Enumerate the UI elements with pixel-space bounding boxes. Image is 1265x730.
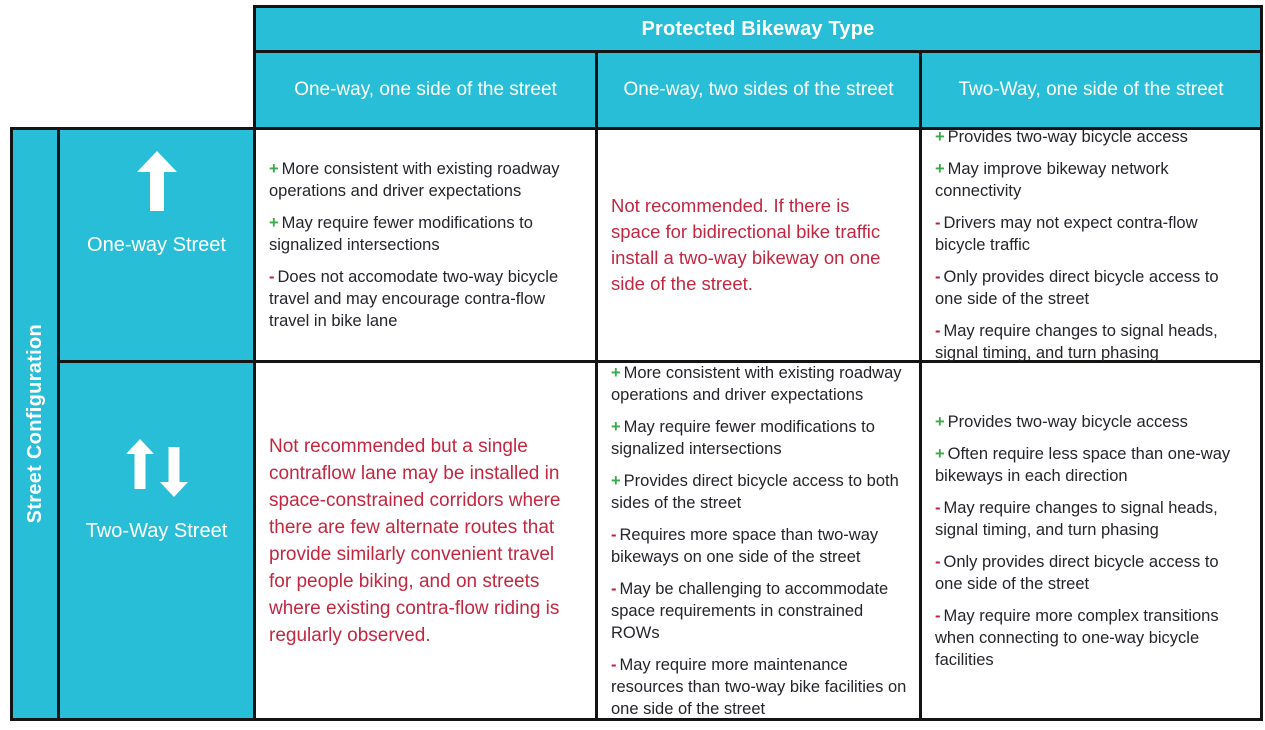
list-item: - May be challenging to accommodate space… xyxy=(611,578,909,644)
cell-two-way-street-two-way-one-side: + Provides two-way bicycle access + Often … xyxy=(922,363,1260,718)
item-sign: + xyxy=(935,160,945,178)
cell-one-way-street-one-way-two-sides: Not recommended. If there is space for b… xyxy=(598,130,919,360)
not-recommended-note: Not recommended but a single contraflow … xyxy=(269,435,561,646)
row-label: Two-Way Street xyxy=(85,520,228,542)
row-header-one-way-street: One-way Street xyxy=(60,130,253,360)
item-text: More consistent with existing roadway op… xyxy=(611,363,902,404)
row-header-two-way-street: Two-Way Street xyxy=(60,363,253,718)
list-item: - May require more maintenance resources … xyxy=(611,654,909,720)
list-item: + Provides two-way bicycle access xyxy=(935,126,1250,148)
item-text: May require more complex transitions whe… xyxy=(935,606,1219,669)
list-item: + May require fewer modifications to sign… xyxy=(269,212,585,256)
list-item: + May require fewer modifications to sign… xyxy=(611,416,909,460)
list-item: + Provides two-way bicycle access xyxy=(935,411,1250,433)
item-text: Only provides direct bicycle access to o… xyxy=(935,268,1219,308)
list-item: - Does not accomodate two-way bicycle tra… xyxy=(269,266,585,332)
table-header-block: Protected Bikeway Type One-way, one side… xyxy=(253,5,1263,127)
item-text: Only provides direct bicycle access to o… xyxy=(935,552,1219,593)
item-text: Often require less space than one-way bi… xyxy=(935,444,1231,485)
item-sign: - xyxy=(611,655,617,674)
item-sign: - xyxy=(935,268,941,286)
row-group-label: Street Configuration xyxy=(23,324,46,524)
item-text: May require fewer modifications to signa… xyxy=(611,417,875,458)
item-sign: - xyxy=(935,214,941,232)
list-item: - Only provides direct bicycle access to … xyxy=(935,266,1250,310)
item-text: Provides direct bicycle access to both s… xyxy=(611,471,899,512)
item-sign: + xyxy=(935,128,945,146)
item-text: Drivers may not expect contra-flow bicyc… xyxy=(935,214,1198,254)
item-sign: - xyxy=(935,322,941,340)
item-sign: - xyxy=(935,552,941,571)
item-sign: - xyxy=(611,525,617,544)
column-header-one-way-one-side: One-way, one side of the street xyxy=(256,53,595,127)
list-item: + Provides direct bicycle access to both … xyxy=(611,470,909,514)
cell-one-way-street-two-way-one-side: + Provides two-way bicycle access + May im… xyxy=(922,128,1260,362)
item-text: Provides two-way bicycle access xyxy=(947,128,1188,146)
cell-two-way-street-one-way-two-sides: + More consistent with existing roadway o… xyxy=(598,363,919,718)
item-sign: + xyxy=(269,160,279,178)
item-sign: + xyxy=(611,363,621,382)
column-header-two-way-one-side: Two-Way, one side of the street xyxy=(922,53,1260,127)
item-sign: + xyxy=(611,417,621,436)
list-item: - May require changes to signal heads, si… xyxy=(935,497,1250,541)
column-header-one-way-two-sides: One-way, two sides of the street xyxy=(598,53,919,127)
list-item: + Often require less space than one-way b… xyxy=(935,443,1250,487)
list-item: + More consistent with existing roadway o… xyxy=(611,362,909,406)
item-sign: + xyxy=(269,214,279,232)
item-sign: + xyxy=(611,471,621,490)
cell-one-way-street-one-way-one-side: + More consistent with existing roadway o… xyxy=(256,130,595,360)
item-text: Requires more space than two-way bikeway… xyxy=(611,525,879,566)
one-way-up-arrow-icon xyxy=(136,151,177,211)
item-text: May be challenging to accommodate space … xyxy=(611,579,889,642)
table-title: Protected Bikeway Type xyxy=(256,8,1260,50)
item-text: Provides two-way bicycle access xyxy=(947,412,1188,431)
item-sign: + xyxy=(935,444,945,463)
item-sign: - xyxy=(269,268,275,286)
list-item: - May require more complex transitions wh… xyxy=(935,605,1250,671)
row-label: One-way Street xyxy=(87,234,226,256)
item-sign: - xyxy=(935,498,941,517)
item-text: May improve bikeway network connectivity xyxy=(935,160,1169,200)
item-text: May require changes to signal heads, sig… xyxy=(935,322,1218,362)
list-item: - Drivers may not expect contra-flow bicy… xyxy=(935,212,1250,256)
cell-two-way-street-one-way-one-side: Not recommended but a single contraflow … xyxy=(256,363,595,718)
not-recommended-note: Not recommended. If there is space for b… xyxy=(611,195,881,294)
item-sign: + xyxy=(935,412,945,431)
item-text: May require more maintenance resources t… xyxy=(611,655,907,718)
item-sign: - xyxy=(935,606,941,625)
item-sign: - xyxy=(611,579,617,598)
list-item: + May improve bikeway network connectivit… xyxy=(935,158,1250,202)
item-text: May require changes to signal heads, sig… xyxy=(935,498,1218,539)
list-item: - May require changes to signal heads, si… xyxy=(935,320,1250,364)
table-body-block: Street Configuration One-way Street + Mor… xyxy=(10,127,1263,721)
list-item: + More consistent with existing roadway o… xyxy=(269,158,585,202)
row-group-header: Street Configuration xyxy=(13,130,57,718)
item-text: Does not accomodate two-way bicycle trav… xyxy=(269,268,559,330)
list-item: - Requires more space than two-way bikewa… xyxy=(611,524,909,568)
list-item: - Only provides direct bicycle access to … xyxy=(935,551,1250,595)
item-text: May require fewer modifications to signa… xyxy=(269,214,533,254)
two-way-up-down-arrows-icon xyxy=(125,439,188,497)
item-text: More consistent with existing roadway op… xyxy=(269,160,560,200)
